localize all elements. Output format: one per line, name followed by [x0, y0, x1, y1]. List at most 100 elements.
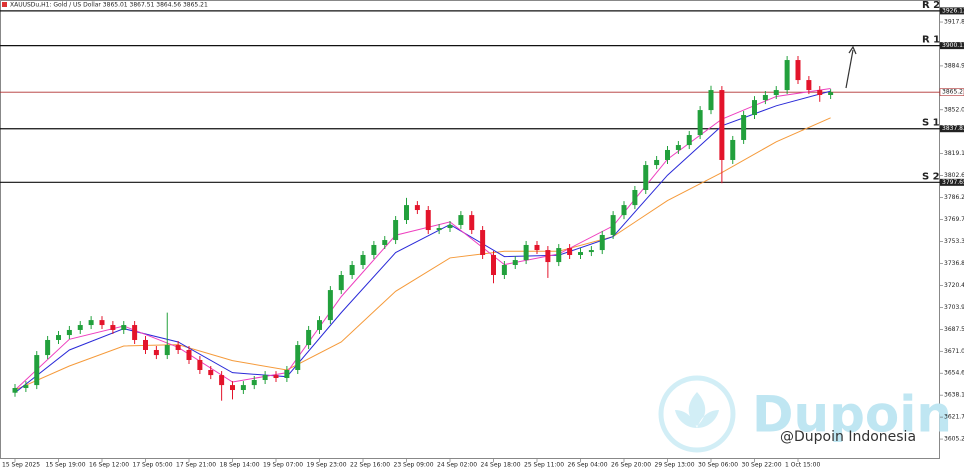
watermark-logo: [658, 375, 736, 453]
candle-body: [578, 252, 583, 255]
y-tick-label: 3753.30: [944, 238, 964, 245]
x-tick-label: 24 Sep 18:00: [481, 462, 521, 469]
y-tick-label: 3819.1: [944, 150, 964, 157]
candle-body: [556, 248, 562, 263]
candle-body: [469, 215, 475, 231]
candle-body: [784, 60, 790, 91]
level-label: S 2: [922, 171, 940, 182]
candle-body: [153, 349, 159, 356]
candle-body: [447, 224, 453, 229]
x-tick-label: 26 Sep 04:00: [568, 462, 608, 469]
chart-title: XAUUSDu,H1: Gold / US Dollar 3865.01 386…: [10, 2, 208, 9]
candle-body: [132, 325, 138, 340]
candle-body: [306, 329, 312, 346]
y-tick-label: 3654.60: [944, 370, 964, 377]
x-tick-label: 30 Sep 22:00: [742, 462, 782, 469]
y-tick-label: 3736.85: [944, 260, 964, 267]
level-tag: [940, 7, 964, 15]
candle-body: [110, 325, 116, 330]
candle-body: [773, 90, 779, 96]
x-tick-label: 16 Sep 12:00: [89, 462, 129, 469]
candle-body: [708, 90, 714, 111]
level-value: 3900.11: [942, 42, 964, 49]
candle-body: [360, 254, 366, 265]
candle-body: [654, 159, 660, 166]
candle-body: [806, 80, 812, 91]
x-tick-label: 15 Sep 19:00: [46, 462, 86, 469]
level-label: S 1: [922, 118, 940, 129]
candle-body: [186, 349, 192, 360]
candle-body: [208, 370, 214, 376]
candle-body: [697, 110, 703, 136]
candle-body: [491, 254, 496, 275]
x-tick-label: 15 Sep 2025: [2, 462, 40, 469]
trend-arrow: [845, 45, 857, 89]
y-tick-label: 3720.40: [944, 282, 964, 289]
candle-body: [588, 250, 594, 253]
candle-body: [34, 355, 40, 386]
candle-body: [425, 210, 431, 231]
level-tag: [940, 125, 964, 133]
candle-body: [121, 325, 127, 330]
x-tick-label: 18 Sep 14:00: [220, 462, 260, 469]
candle-body: [686, 135, 692, 146]
credit: @Dupoin Indonesia: [780, 429, 916, 445]
candle-body: [317, 320, 322, 330]
candle-body: [501, 264, 507, 275]
x-tick-label: 29 Sep 13:00: [655, 462, 695, 469]
y-tick-label: 3884.90: [944, 62, 964, 69]
candle-body: [284, 370, 290, 379]
candle-body: [567, 248, 573, 255]
candle-body: [164, 345, 170, 356]
candle-body: [382, 240, 388, 245]
candle-body: [458, 215, 464, 225]
candle-body: [730, 139, 736, 160]
candle-body: [414, 205, 420, 211]
y-tick-label: 3703.95: [944, 304, 964, 311]
x-tick-label: 17 Sep 21:00: [176, 462, 216, 469]
candle-body: [143, 339, 148, 350]
candle-body: [632, 190, 638, 206]
moving-average: [14, 117, 831, 391]
x-tick-label: 19 Sep 07:00: [263, 462, 303, 469]
candle-body: [45, 339, 51, 356]
y-tick-label: 3671.05: [944, 348, 964, 355]
candle-body: [12, 388, 18, 393]
candle-body: [828, 92, 834, 96]
candle-body: [675, 145, 681, 150]
y-tick-label: 3605.25: [944, 436, 964, 443]
x-tick-label: 22 Sep 16:00: [350, 462, 390, 469]
candle-body: [273, 375, 279, 379]
candle-body: [338, 274, 344, 291]
level-value: 3926.13: [942, 7, 964, 14]
level-value: 3797.65: [942, 179, 964, 186]
candle-body: [545, 250, 551, 263]
candle-body: [534, 244, 540, 251]
candle-body: [480, 230, 486, 255]
y-tick-label: 3802.65: [944, 172, 964, 179]
x-tick-label: 30 Sep 06:00: [698, 462, 738, 469]
candle-body: [610, 215, 616, 235]
candle-body: [762, 95, 768, 101]
candle-body: [719, 90, 725, 160]
candle-body: [349, 264, 355, 275]
candle-body: [795, 60, 801, 81]
x-tick-label: 26 Sep 20:00: [611, 462, 651, 469]
y-tick-label: 3852.00: [944, 106, 964, 113]
price-tag: [939, 88, 964, 96]
candle-body: [88, 320, 94, 326]
candle-body: [175, 345, 181, 350]
candle-body: [621, 205, 627, 216]
moving-average: [14, 90, 831, 394]
candle-body: [643, 165, 649, 191]
level-label: R 1: [922, 35, 940, 46]
y-tick-label: 3687.50: [944, 326, 964, 333]
candle-body: [219, 375, 225, 386]
candle-body: [512, 260, 518, 265]
candle-body: [665, 149, 670, 160]
candle-body: [197, 359, 203, 371]
candle-body: [262, 375, 268, 381]
candle-body: [327, 290, 333, 321]
level-value: 3837.83: [942, 125, 964, 132]
level-tag: [940, 178, 964, 186]
